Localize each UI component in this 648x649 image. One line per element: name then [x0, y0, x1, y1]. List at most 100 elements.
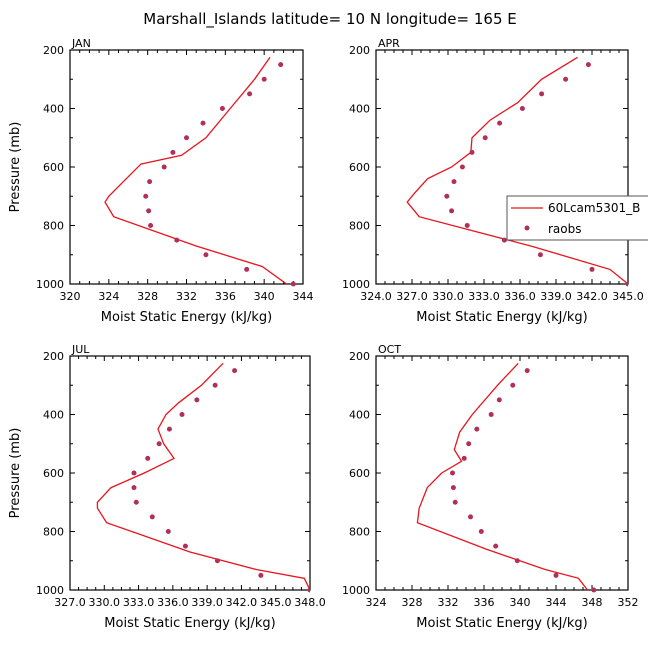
x-tick-label: 330.0	[432, 290, 464, 303]
obs-point	[166, 426, 172, 432]
obs-point	[482, 135, 488, 141]
y-tick-label: 800	[349, 220, 370, 233]
panel-apr: APR 324.0 327.0 330.0 333.0 336.0 339.0 342.0 34…	[342, 37, 644, 325]
obs-point	[563, 76, 569, 82]
y-tick-label: 400	[43, 409, 64, 422]
x-tick-label: 332	[176, 290, 197, 303]
panel-jul: JUL 327.0 330.0 333.0 336.0 339.0 342.0 345.0 34…	[8, 343, 326, 631]
y-tick-label: 200	[349, 44, 370, 57]
y-tick-label: 400	[349, 409, 370, 422]
y-tick-label: 400	[349, 103, 370, 116]
x-tick-label: 342.0	[576, 290, 608, 303]
x-tick-label: 324.0	[360, 290, 392, 303]
x-tick-label: 344	[293, 290, 314, 303]
x-tick-label: 336.0	[157, 596, 189, 609]
y-axis-label: Pressure (mb)	[8, 428, 23, 519]
y-tick-label: 800	[349, 526, 370, 539]
obs-point	[539, 91, 545, 97]
x-tick-label: 339.0	[191, 596, 223, 609]
obs-point	[182, 543, 188, 549]
y-tick-label: 1000	[342, 584, 370, 597]
obs-point	[147, 179, 153, 185]
obs-point	[444, 193, 450, 199]
obs-point	[247, 91, 253, 97]
obs-point	[493, 543, 499, 549]
x-axis-label: Moist Static Energy (kJ/kg)	[416, 616, 587, 631]
obs-point	[278, 62, 284, 68]
obs-point	[469, 149, 475, 155]
x-tick-label: 348.0	[294, 596, 326, 609]
x-axis-label: Moist Static Energy (kJ/kg)	[101, 310, 272, 325]
figure-title: Marshall_Islands latitude= 10 N longitud…	[143, 10, 516, 29]
obs-point	[452, 499, 458, 505]
x-tick-label: 344	[546, 596, 567, 609]
obs-point	[131, 470, 137, 476]
y-tick-label: 600	[349, 467, 370, 480]
obs-point	[307, 587, 310, 593]
obs-point	[478, 529, 484, 534]
y-tick-label: 800	[43, 526, 64, 539]
x-tick-label: 324	[98, 290, 119, 303]
obs-point	[459, 164, 465, 170]
y-tick-label: 1000	[36, 278, 64, 291]
obs-point	[184, 135, 189, 141]
x-tick-label: 328	[402, 596, 423, 609]
y-tick-label: 200	[43, 44, 64, 57]
x-tick-label: 320	[60, 290, 81, 303]
obs-point	[519, 106, 525, 111]
x-tick-label: 345.0	[612, 290, 644, 303]
obs-point	[461, 455, 467, 461]
x-tick-label: 327.0	[54, 596, 86, 609]
y-tick-label: 1000	[36, 584, 64, 597]
y-tick-label: 1000	[342, 278, 370, 291]
x-tick-label: 327.0	[396, 290, 428, 303]
obs-point	[145, 455, 151, 461]
panel-label: JUL	[71, 343, 90, 356]
obs-point	[450, 485, 456, 491]
obs-point	[232, 368, 238, 374]
obs-point	[497, 120, 503, 126]
y-tick-label: 600	[43, 467, 64, 480]
panel-label: APR	[378, 37, 400, 50]
y-tick-label: 800	[43, 220, 64, 233]
obs-point	[591, 587, 597, 593]
obs-point	[261, 76, 267, 82]
obs-point	[585, 62, 591, 68]
obs-point	[474, 426, 480, 432]
x-tick-label: 339.0	[540, 290, 572, 303]
obs-point	[464, 223, 470, 228]
panel-label: JAN	[71, 37, 91, 50]
obs-point	[200, 120, 206, 126]
x-tick-label: 336	[215, 290, 236, 303]
plot-data	[406, 56, 628, 287]
x-tick-label: 328	[137, 290, 158, 303]
y-axis-label: Pressure (mb)	[8, 122, 23, 213]
panel-label: OCT	[378, 343, 401, 356]
obs-point	[496, 397, 502, 403]
obs-point	[553, 572, 559, 578]
obs-point	[524, 368, 530, 374]
obs-point	[468, 514, 473, 520]
plot-data	[96, 362, 310, 593]
series-line-model	[416, 362, 589, 591]
legend-box	[506, 195, 648, 241]
obs-point	[148, 223, 154, 228]
obs-point	[203, 252, 209, 258]
x-tick-label: 342.0	[226, 596, 258, 609]
obs-point	[133, 499, 139, 505]
obs-point	[165, 529, 171, 534]
obs-point	[212, 382, 218, 388]
y-tick-label: 600	[43, 161, 64, 174]
series-line-model	[104, 56, 287, 285]
plot-frame	[69, 49, 304, 285]
obs-point	[244, 266, 250, 272]
obs-point	[214, 558, 220, 564]
x-tick-label: 336.0	[504, 290, 536, 303]
obs-point	[514, 558, 520, 564]
obs-point	[174, 237, 180, 243]
x-tick-label: 348	[582, 596, 603, 609]
legend-model-label: 60Lcam5301_B	[548, 201, 640, 215]
plot-frame	[69, 355, 311, 591]
